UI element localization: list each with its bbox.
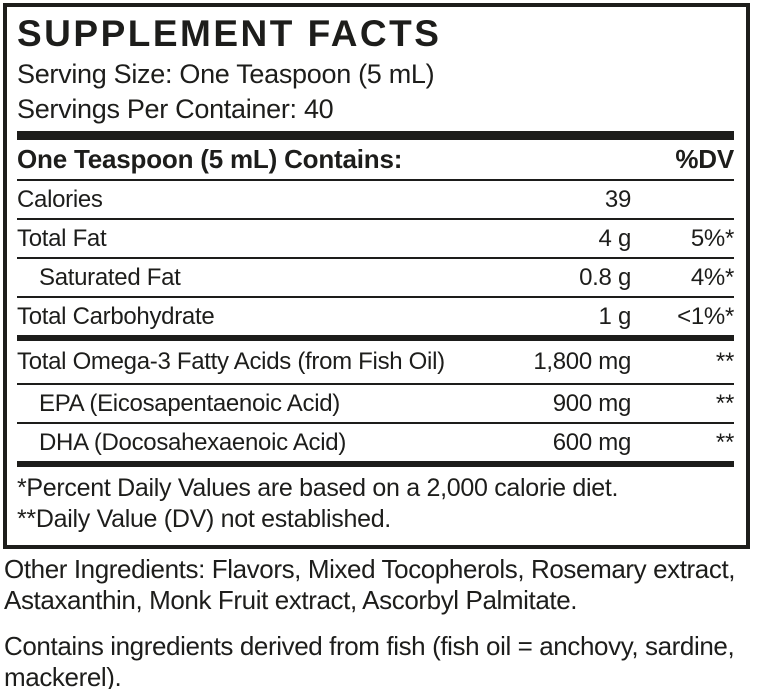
below-box-text: Other Ingredients: Flavors, Mixed Tocoph… [4,554,757,689]
nutrient-row-calories: Calories 39 [17,181,734,220]
nutrient-label: Saturated Fat [39,264,181,291]
nutrient-dv: <1%* [677,303,734,330]
nutrient-label: Total Omega-3 Fatty Acids (from Fish Oil… [17,348,445,375]
allergen-statement-line-1: Contains ingredients derived from fish (… [4,631,735,661]
footnote-percent-dv: *Percent Daily Values are based on a 2,0… [17,474,619,502]
nutrient-label: Calories [17,186,103,213]
other-ingredients-line-2: Astaxanthin, Monk Fruit extract, Ascorby… [4,585,578,615]
allergen-statement-line-2: mackerel). [4,662,122,689]
nutrient-label: Total Carbohydrate [17,303,215,330]
nutrient-amount: 600 mg [552,429,632,456]
divider-thick-top [17,131,734,140]
nutrient-amount: 900 mg [552,390,632,417]
facts-box: SUPPLEMENT FACTS Serving Size: One Teasp… [3,3,750,549]
nutrient-row-epa: EPA (Eicosapentaenoic Acid) 900 mg ** [17,385,734,424]
nutrient-amount: 1,800 mg [533,348,631,375]
facts-header-row: One Teaspoon (5 mL) Contains: %DV [17,140,734,181]
nutrient-label: EPA (Eicosapentaenoic Acid) [39,390,340,417]
nutrient-row-total-carbohydrate: Total Carbohydrate 1 g <1%* [17,298,734,335]
nutrient-row-dha: DHA (Docosahexaenoic Acid) 600 mg ** [17,424,734,461]
nutrient-amount: 39 [604,186,631,213]
footnote-dv-not-established: **Daily Value (DV) not established. [17,505,391,533]
nutrient-label: Total Fat [17,225,107,252]
nutrient-row-total-fat: Total Fat 4 g 5%* [17,220,734,259]
nutrient-amount: 1 g [598,303,632,330]
header-dv-label: %DV [675,144,734,174]
header-contains-label: One Teaspoon (5 mL) Contains: [17,144,403,174]
footnotes: *Percent Daily Values are based on a 2,0… [17,467,734,535]
nutrient-dv: ** [715,429,734,456]
servings-per-container: Servings Per Container: 40 [17,94,334,124]
other-ingredients-line-1: Other Ingredients: Flavors, Mixed Tocoph… [4,554,736,584]
nutrient-dv: ** [715,390,734,417]
nutrient-amount: 0.8 g [579,264,631,291]
other-ingredients-paragraph: Other Ingredients: Flavors, Mixed Tocoph… [4,554,757,616]
nutrient-amount: 4 g [598,225,632,252]
nutrient-row-omega3: Total Omega-3 Fatty Acids (from Fish Oil… [17,341,734,385]
divider-thick-mid-1 [17,335,734,341]
serving-size: Serving Size: One Teaspoon (5 mL) [17,59,435,89]
nutrient-dv: 5%* [690,225,734,252]
nutrient-dv: 4%* [690,264,734,291]
nutrient-row-saturated-fat: Saturated Fat 0.8 g 4%* [17,259,734,298]
allergen-statement-paragraph: Contains ingredients derived from fish (… [4,631,757,689]
panel-title: SUPPLEMENT FACTS [17,13,442,54]
nutrient-label: DHA (Docosahexaenoic Acid) [39,429,347,456]
divider-thick-mid-2 [17,461,734,467]
nutrient-dv: ** [715,348,734,375]
